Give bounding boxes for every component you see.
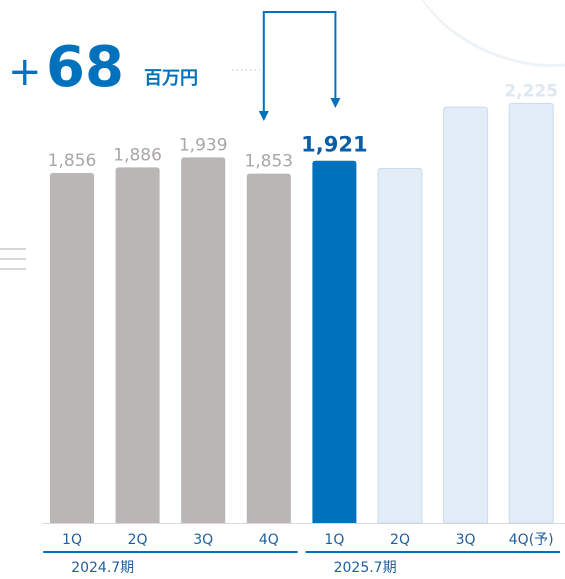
category-label-1: 2Q <box>128 532 148 548</box>
group-label-0: 2024.7期 <box>71 560 134 576</box>
category-label-5: 2Q <box>390 532 410 548</box>
bar-2 <box>181 157 226 523</box>
left-edge-mark <box>0 258 26 260</box>
category-label-0: 1Q <box>62 532 82 548</box>
change-arrow <box>232 11 341 121</box>
value-label-4: 1,921 <box>301 133 367 157</box>
change-annotation: + 68 百万円 <box>8 35 198 100</box>
category-label-6: 3Q <box>456 532 476 548</box>
group-lines-layer: 2024.7期 2025.7期 <box>43 551 560 576</box>
value-label-3: 1,853 <box>244 152 293 172</box>
annotation-value: 68 <box>46 35 124 100</box>
value-label-2: 1,939 <box>179 135 228 155</box>
annotation-unit: 百万円 <box>144 68 198 89</box>
category-label-3: 4Q <box>259 532 279 548</box>
bar-0 <box>50 173 94 523</box>
category-label-2: 3Q <box>193 532 213 548</box>
bar-7 <box>508 102 554 524</box>
left-edge-mark <box>0 268 26 270</box>
bar-6 <box>443 106 489 524</box>
value-label-0: 1,856 <box>48 151 97 171</box>
category-label-7: 4Q(予) <box>509 532 554 548</box>
value-label-1: 1,886 <box>113 145 162 165</box>
annotation-sign: + <box>8 49 42 95</box>
bar-4 <box>312 160 357 523</box>
value-label-7: 2,225 <box>504 81 558 101</box>
category-label-4: 1Q <box>324 532 344 548</box>
group-label-1: 2025.7期 <box>334 560 397 576</box>
left-edge-mark <box>0 248 26 250</box>
value-labels-layer: 1,856 1,886 1,939 1,853 1,921 2,225 <box>48 81 558 171</box>
arrow-path <box>262 11 337 118</box>
bar-5 <box>377 167 423 524</box>
bar-3 <box>246 173 291 523</box>
category-labels-layer: 1Q 2Q 3Q 4Q 1Q 2Q 3Q 4Q(予) <box>62 532 554 548</box>
bar-1 <box>115 167 160 524</box>
arrow-head-1 <box>330 98 341 108</box>
arrow-head-0 <box>258 111 269 121</box>
bars-layer <box>50 102 554 524</box>
